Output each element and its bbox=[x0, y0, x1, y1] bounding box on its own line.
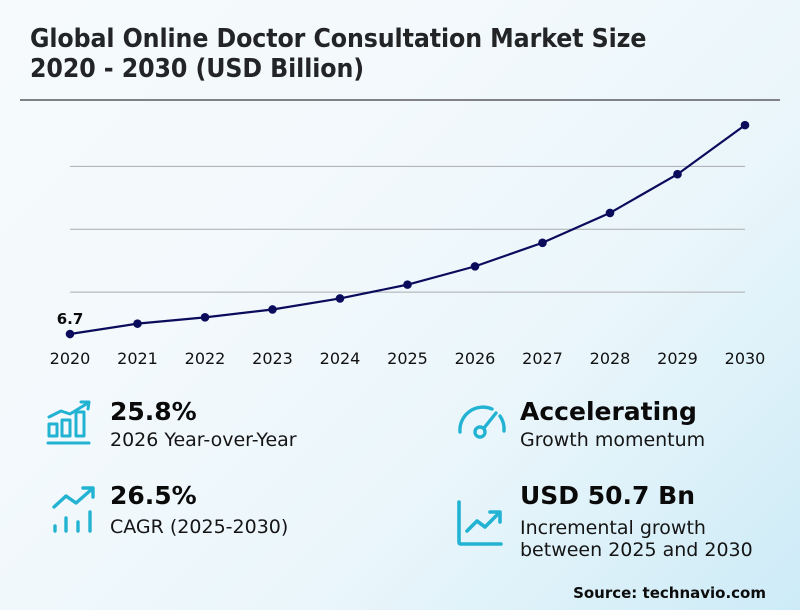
x-axis-label: 2021 bbox=[117, 349, 158, 368]
x-axis-label: 2020 bbox=[50, 349, 91, 368]
data-point-2026 bbox=[470, 262, 480, 271]
x-axis-label: 2025 bbox=[387, 349, 428, 368]
data-point-2025 bbox=[403, 280, 412, 289]
data-points bbox=[65, 120, 750, 339]
x-axis-label: 2023 bbox=[252, 349, 293, 368]
speedometer-icon bbox=[458, 405, 506, 439]
x-axis-label: 2026 bbox=[455, 349, 496, 368]
gridlines bbox=[70, 165, 745, 293]
chart-title-line1: Global Online Doctor Consultation Market… bbox=[30, 24, 647, 54]
data-point-2030 bbox=[740, 120, 750, 130]
kpi-cagr-value: 26.5% bbox=[110, 481, 197, 510]
data-point-2028 bbox=[605, 208, 615, 218]
data-point-2021 bbox=[133, 319, 142, 328]
bar-chart-growth-icon bbox=[46, 400, 91, 445]
data-point-2027 bbox=[538, 238, 547, 248]
x-axis-label: 2029 bbox=[657, 349, 698, 368]
data-point-2020 bbox=[65, 329, 75, 339]
data-point-2023 bbox=[268, 305, 277, 314]
x-axis-labels: 2020 2021 2022 2023 2024 2025 2026 2027 2028 2029… bbox=[50, 349, 766, 368]
kpi-incremental-label-1: Incremental growth bbox=[520, 517, 706, 539]
line-chart-up-icon bbox=[457, 500, 503, 546]
chart-title: Global Online Doctor Consultation Market… bbox=[30, 24, 728, 84]
data-point-2024 bbox=[335, 294, 345, 303]
data-label: 6.7 bbox=[57, 310, 84, 328]
kpi-yoy-label: 2026 Year-over-Year bbox=[110, 429, 297, 451]
x-axis-label: 2030 bbox=[725, 349, 766, 368]
x-axis-label: 2027 bbox=[522, 349, 563, 368]
data-point-2022 bbox=[200, 313, 210, 322]
kpi-yoy-value: 25.8% bbox=[110, 397, 197, 426]
chart-title-line2: 2020 - 2030 (USD Billion) bbox=[30, 54, 365, 84]
title-divider bbox=[20, 99, 780, 101]
kpi-momentum-value: Accelerating bbox=[520, 397, 697, 426]
kpi-cagr-label: CAGR (2025-2030) bbox=[110, 516, 289, 538]
x-axis-label: 2024 bbox=[320, 349, 361, 368]
source-credit: Source: technavio.com bbox=[573, 584, 766, 602]
data-annotations: 6.7 bbox=[57, 310, 84, 328]
kpi-incremental-value: USD 50.7 Bn bbox=[520, 481, 695, 510]
line-chart: 2020 2021 2022 2023 2024 2025 2026 2027 2028 2029… bbox=[50, 120, 766, 368]
kpi-momentum-label: Growth momentum bbox=[520, 429, 706, 451]
x-axis-label: 2022 bbox=[185, 349, 226, 368]
kpi-incremental-label-2: between 2025 and 2030 bbox=[520, 539, 753, 561]
data-point-2029 bbox=[673, 169, 682, 179]
trend-up-bars-icon bbox=[52, 486, 95, 533]
x-axis-label: 2028 bbox=[590, 349, 631, 368]
